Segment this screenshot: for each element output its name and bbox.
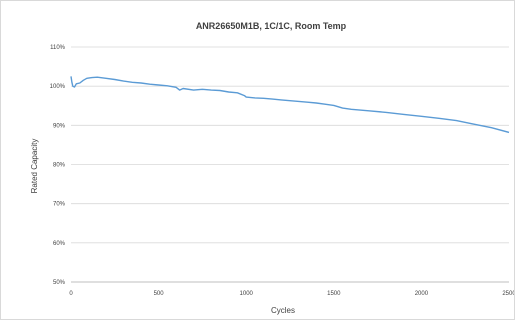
chart-title: ANR26650M1B, 1C/1C, Room Temp	[196, 21, 347, 31]
x-tick-label: 1000	[240, 291, 254, 297]
y-tick-label: 110%	[50, 45, 66, 51]
y-tick-label: 90%	[53, 123, 66, 129]
x-tick-labels: 0 500 1000 1500 2000 2500	[69, 291, 515, 297]
x-tick-label: 500	[154, 291, 165, 297]
y-tick-label: 60%	[53, 241, 66, 247]
y-tick-labels: 50% 60% 70% 80% 90% 100% 110%	[50, 45, 66, 286]
y-tick-label: 70%	[53, 202, 66, 208]
x-tick-label: 2000	[415, 291, 429, 297]
y-tick-label: 80%	[53, 163, 66, 169]
capacity-chart: ANR26650M1B, 1C/1C, Room Temp 50% 60% 70% 8…	[30, 21, 515, 315]
x-axis-label: Cycles	[271, 306, 295, 315]
x-tick-label: 2500	[502, 291, 514, 297]
x-tick-label: 1500	[327, 291, 341, 297]
x-tick-label: 0	[69, 291, 73, 297]
y-tick-label: 100%	[50, 84, 66, 90]
y-tick-label: 50%	[53, 280, 66, 286]
series-line	[70, 76, 510, 134]
gridlines	[71, 46, 509, 244]
y-axis-label: Rated Capacity	[30, 139, 39, 194]
